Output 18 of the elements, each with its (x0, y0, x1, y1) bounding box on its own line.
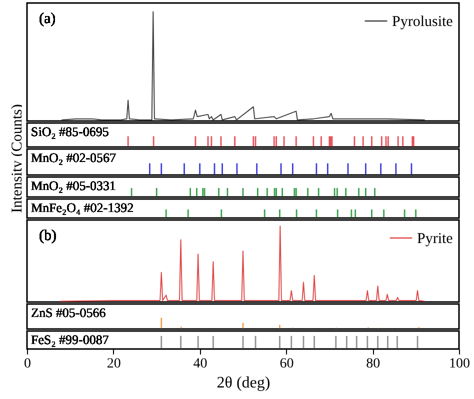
x-tick-label: 0 (24, 356, 31, 372)
x-tick-label: 40 (193, 356, 208, 372)
text: MnO₂ #02-0567 (31, 150, 117, 165)
x-tick-label: 100 (449, 356, 470, 372)
text: MnFe₂O₄ #02-1392 (31, 200, 134, 215)
series-label: SiO₂ #85-0695 (31, 124, 109, 139)
x-tick-label: 80 (366, 356, 380, 372)
annotation: (a) (39, 11, 56, 27)
text: FeS₂ #99-0087 (31, 332, 110, 347)
x-tick-label: 60 (280, 356, 294, 372)
series-label: MnO₂ #05-0331 (31, 178, 116, 193)
legend-label: Pyrite (417, 231, 454, 247)
y-axis-title: Intensity (Counts) (10, 103, 26, 215)
annotation: (b) (39, 228, 56, 244)
legend-label: Pyrolusite (392, 14, 454, 30)
text: ZnS #05-0566 (31, 305, 106, 320)
x-axis-title: 2θ (deg) (216, 374, 270, 392)
x-tick-label: 20 (106, 356, 121, 372)
